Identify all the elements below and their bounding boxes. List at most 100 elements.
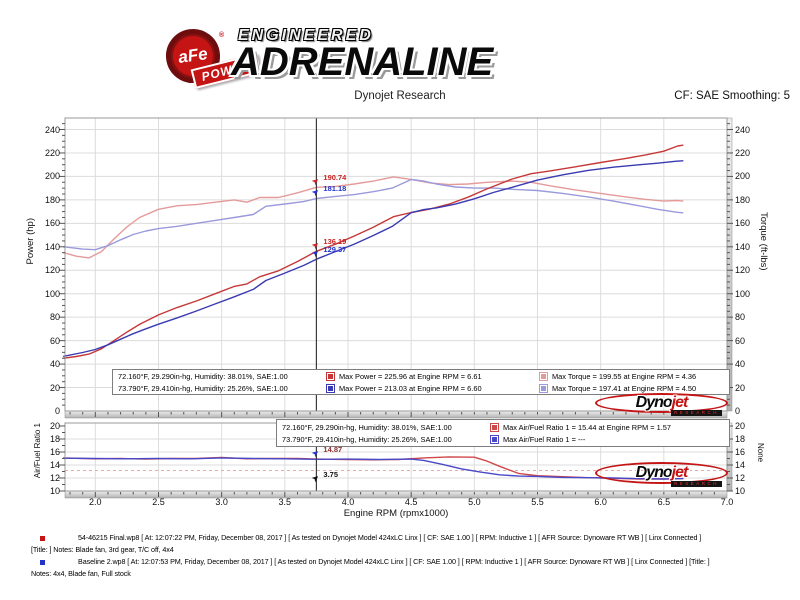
series-torque-baseline — [63, 178, 684, 251]
torque-tick-label: 160 — [735, 218, 751, 229]
afr-env-final: 72.160°F, 29.290in-hg, Humidity: 38.01%,… — [282, 422, 452, 432]
afr-right-tick-label: 18 — [735, 434, 746, 444]
power-tick-label: 80 — [49, 312, 60, 323]
env-conditions-final: 72.160°F, 29.290in-hg, Humidity: 38.01%,… — [118, 371, 288, 381]
afr-right-tick-label: 14 — [735, 460, 746, 470]
torque-tick-label: 20 — [735, 382, 746, 393]
run-baseline-info: Baseline 2.wp8 [ At: 12:07:53 PM, Friday… — [78, 557, 710, 566]
rpm-tick-label: 6.0 — [594, 497, 607, 507]
afr-tick-label: 20 — [49, 421, 60, 431]
run-final-info: 54-46215 Final.wp8 [ At: 12:07:22 PM, Fr… — [78, 533, 702, 542]
torque-tick-label: 220 — [735, 147, 751, 158]
cursor-marker-afr-0-arrow: ➤ — [309, 447, 322, 460]
max-torque-baseline: Max Torque = 197.41 at Engine RPM = 4.50 — [552, 383, 697, 393]
rpm-tick-label: 4.0 — [341, 497, 355, 507]
torque-tick-label: 80 — [735, 312, 746, 323]
max-afr-final: Max Air/Fuel Ratio 1 = 15.44 at Engine R… — [503, 422, 672, 432]
afr-right-tick-label: 20 — [735, 421, 746, 431]
cursor-rpm-arrow: ➤ — [309, 471, 322, 485]
torque-axis-title: Torque (ft-lbs) — [758, 212, 769, 271]
power-baseline-marker — [326, 383, 335, 393]
rpm-tick-label: 4.5 — [404, 497, 418, 507]
torque-tick-label: 120 — [735, 265, 751, 276]
torque-tick-label: 180 — [735, 194, 751, 205]
power-tick-label: 100 — [44, 288, 60, 299]
series-power-final — [63, 144, 684, 359]
power-tick-label: 200 — [44, 171, 60, 182]
afr-tick-label: 10 — [49, 486, 60, 496]
run-final-color-swatch — [40, 536, 45, 541]
power-tick-label: 220 — [44, 147, 60, 158]
dynojet-oval — [595, 462, 728, 484]
afr-tick-label: 12 — [49, 473, 60, 483]
torque-tick-label: 100 — [735, 288, 751, 299]
rpm-tick-label: 5.5 — [531, 497, 544, 507]
torque-tick-label: 60 — [735, 335, 746, 346]
dynojet-research-label: RESEARCH — [670, 410, 722, 416]
dynojet-oval — [595, 393, 728, 413]
run-baseline-notes: Notes: 4x4, Blade fan, Full stock — [31, 569, 131, 578]
rpm-tick-label: 3.5 — [278, 497, 292, 507]
afr-final-marker — [490, 422, 499, 432]
power-tick-label: 160 — [44, 218, 60, 229]
cursor-marker-main-1-arrow: ➤ — [309, 186, 322, 199]
max-power-baseline: Max Power = 213.03 at Engine RPM = 6.60 — [339, 383, 482, 393]
main-legend: 72.160°F, 29.290in-hg, Humidity: 38.01%,… — [112, 369, 730, 395]
rpm-tick-label: 6.5 — [657, 497, 671, 507]
afr-tick-label: 14 — [49, 460, 60, 470]
cursor-marker-main-2-value: 136.19 — [323, 237, 347, 247]
torque-baseline-marker — [539, 383, 548, 393]
x-axis-title: Engine RPM (rpmx1000) — [343, 508, 449, 519]
afr-baseline-marker — [490, 434, 499, 444]
power-tick-label: 120 — [44, 265, 60, 276]
torque-final-marker — [539, 371, 548, 381]
afr-tick-label: 16 — [49, 447, 60, 457]
torque-tick-label: 200 — [735, 171, 751, 182]
torque-tick-label: 40 — [735, 359, 746, 370]
env-conditions-baseline: 73.790°F, 29.410in-hg, Humidity: 25.26%,… — [118, 383, 288, 393]
run-final-notes: [Title: ] Notes: Blade fan, 3rd gear, T/… — [31, 545, 174, 554]
power-final-marker — [326, 371, 335, 381]
main-legend-row-final: 72.160°F, 29.290in-hg, Humidity: 38.01%,… — [113, 370, 729, 382]
power-tick-label: 0 — [54, 406, 60, 416]
cursor-marker-main-3-value: 129.37 — [323, 245, 347, 255]
series-afr-baseline — [63, 457, 684, 480]
afr-right-tick-label: 10 — [735, 486, 746, 496]
max-afr-baseline: Max Air/Fuel Ratio 1 = --- — [503, 434, 586, 444]
power-tick-label: 40 — [49, 359, 60, 370]
dynojet-logo-afr: Dynojet RESEARCH — [595, 462, 728, 487]
afr-right-axis-title: None — [756, 443, 765, 463]
dynojet-logo-main: Dynojet RESEARCH — [595, 393, 728, 416]
run-baseline-color-swatch — [40, 560, 45, 565]
afr-right-tick-label: 16 — [735, 447, 746, 457]
registered-mark: ® — [219, 32, 225, 39]
dynojet-research-label: RESEARCH — [670, 481, 722, 487]
chart-subtitle: Dynojet Research — [354, 90, 446, 102]
torque-tick-label: 240 — [735, 124, 751, 135]
power-tick-label: 180 — [44, 194, 60, 205]
series-torque-final — [63, 176, 684, 259]
brand-engineered-text: ENGINEERED — [238, 27, 374, 44]
power-tick-label: 140 — [44, 241, 60, 252]
afr-legend-row-final: 72.160°F, 29.290in-hg, Humidity: 38.01%,… — [277, 421, 729, 433]
cursor-marker-main-3-arrow: ➤ — [309, 247, 322, 260]
brand-adrenaline-text: ADRENALINE — [231, 40, 494, 84]
power-tick-label: 20 — [49, 382, 60, 393]
afr-right-tick-label: 12 — [735, 473, 746, 483]
cursor-marker-main-0-value: 190.74 — [323, 173, 347, 183]
series-power-baseline — [63, 160, 684, 357]
rpm-tick-label: 5.0 — [468, 497, 481, 507]
main-legend-row-baseline: 73.790°F, 29.410in-hg, Humidity: 25.26%,… — [113, 382, 729, 394]
torque-tick-label: 0 — [735, 406, 741, 416]
rpm-tick-label: 7.0 — [720, 497, 734, 507]
power-tick-label: 60 — [49, 335, 60, 346]
rpm-tick-label: 2.0 — [89, 497, 102, 507]
max-power-final: Max Power = 225.96 at Engine RPM = 6.61 — [339, 371, 482, 381]
cursor-rpm-value: 3.75 — [323, 470, 339, 479]
cursor-marker-afr-0-value: 14.87 — [323, 445, 343, 455]
smoothing-setting: CF: SAE Smoothing: 5 — [674, 90, 790, 102]
afr-tick-label: 18 — [49, 434, 60, 444]
